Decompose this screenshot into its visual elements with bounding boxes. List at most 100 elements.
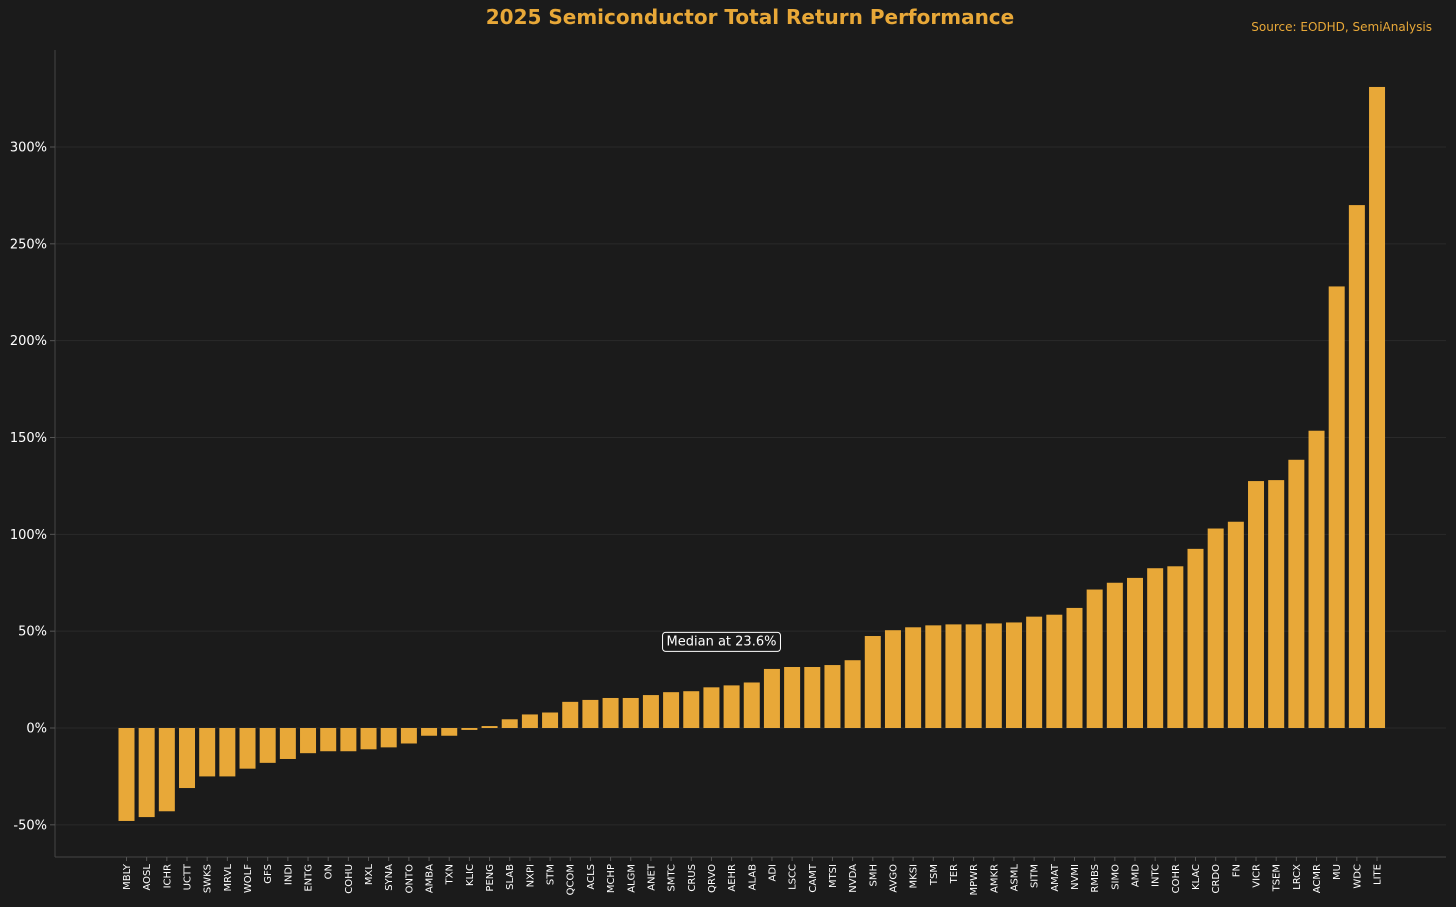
x-tick-label: AEHR — [727, 864, 738, 892]
bar-simo — [1106, 582, 1123, 728]
bar-ichr — [158, 728, 175, 812]
bar-wolf — [239, 728, 256, 769]
x-tick-label: ADI — [767, 864, 778, 882]
x-tick-label: SYNA — [384, 864, 395, 891]
y-tick-label: 300% — [10, 141, 47, 156]
x-tick-label: LITE — [1373, 864, 1384, 885]
x-tick-label: LSCC — [788, 864, 799, 890]
bar-smh — [864, 636, 881, 728]
bar-avgo — [884, 630, 901, 728]
bar-nvmi — [1066, 607, 1083, 728]
x-tick-label: LRCX — [1292, 864, 1303, 890]
y-tick-label: 250% — [10, 237, 47, 252]
bar-mu — [1328, 286, 1345, 728]
bar-syna — [380, 728, 397, 748]
bar-vicr — [1248, 481, 1265, 728]
x-tick-label: ACLS — [586, 864, 597, 890]
x-tick-label: STM — [546, 864, 557, 885]
x-tick-label: MPWR — [969, 864, 980, 896]
x-tick-label: TXN — [445, 864, 456, 885]
bar-mxl — [360, 728, 377, 750]
x-tick-label: NXPI — [525, 864, 536, 887]
x-tick-label: KLIC — [465, 864, 476, 886]
bar-uctt — [179, 728, 196, 789]
bar-mksi — [905, 627, 922, 728]
bar-qcom — [562, 701, 579, 728]
bar-ter — [945, 624, 962, 728]
bar-camt — [804, 666, 821, 728]
bar-asml — [1005, 622, 1022, 728]
bar-amat — [1046, 614, 1063, 728]
x-tick-label: ALGM — [626, 864, 637, 893]
bar-cohr — [1167, 566, 1184, 728]
x-tick-label: WOLF — [243, 864, 254, 893]
bar-rmbs — [1086, 589, 1103, 728]
x-tick-label: MU — [1332, 864, 1343, 880]
bar-sitm — [1026, 616, 1043, 728]
x-tick-label: AMBA — [425, 864, 436, 893]
bar-amba — [421, 728, 438, 736]
x-tick-label: UCTT — [183, 863, 194, 890]
y-axis-ticks: -50% 0% 50% 100% 150% 200% 250% 300% — [10, 141, 55, 833]
bar-aehr — [723, 685, 740, 728]
bar-stm — [542, 712, 559, 728]
bar-lscc — [784, 666, 801, 728]
x-tick-label: ASML — [1009, 864, 1020, 892]
bar-indi — [279, 728, 296, 759]
x-tick-label: TER — [949, 864, 960, 884]
bar-tsem — [1268, 480, 1285, 728]
bar-amkr — [985, 623, 1002, 728]
bar-klac — [1187, 548, 1204, 728]
x-tick-label: TSEM — [1272, 864, 1283, 892]
x-tick-label: MXL — [364, 864, 375, 885]
y-tick-label: -50% — [13, 818, 47, 833]
bar-adi — [763, 668, 780, 728]
bar-amd — [1127, 577, 1143, 728]
median-annotation-text: Median at 23.6% — [667, 634, 777, 649]
bar-swks — [199, 728, 216, 777]
median-annotation-box — [662, 631, 781, 652]
bars — [118, 86, 1386, 821]
x-tick-label: MCHP — [606, 864, 617, 893]
x-tick-label: SMTC — [667, 864, 678, 891]
x-tick-label: MTSI — [828, 864, 839, 888]
bar-mpwr — [965, 624, 982, 728]
x-tick-label: ANET — [646, 863, 657, 891]
y-tick-label: 150% — [10, 431, 47, 446]
median-annotation: Median at 23.6% — [662, 631, 781, 652]
bar-peng — [481, 726, 498, 728]
bar-crus — [683, 691, 700, 728]
x-tick-label: SMH — [868, 864, 879, 887]
x-tick-label: SWKS — [203, 864, 214, 893]
bar-cohu — [340, 728, 357, 752]
bar-anet — [642, 695, 659, 728]
x-tick-label: SITM — [1030, 864, 1041, 888]
bar-crdo — [1207, 528, 1224, 728]
bar-algm — [622, 697, 639, 728]
x-tick-label: AMAT — [1050, 863, 1061, 892]
x-tick-label: ACMR — [1312, 864, 1323, 893]
bar-aosl — [138, 728, 155, 818]
x-tick-label: COHR — [1171, 864, 1182, 893]
bar-nvda — [844, 660, 861, 728]
bar-mrvl — [219, 728, 236, 777]
bar-tsm — [925, 625, 942, 728]
y-tick-label: 200% — [10, 334, 47, 349]
x-tick-label: ON — [324, 864, 335, 879]
x-tick-label: KLAC — [1191, 864, 1202, 890]
x-tick-label: MRVL — [223, 864, 234, 892]
bar-lite — [1369, 86, 1386, 729]
bar-wdc — [1348, 205, 1365, 729]
bar-acmr — [1308, 430, 1325, 728]
x-tick-label: AMKR — [989, 864, 1000, 893]
y-tick-label: 100% — [10, 528, 47, 543]
x-tick-label: CAMT — [808, 863, 819, 892]
x-tick-label: NVMI — [1070, 864, 1081, 890]
x-tick-label: COHU — [344, 864, 355, 894]
x-tick-label: AOSL — [142, 864, 153, 891]
x-tick-label: QRVO — [707, 864, 718, 893]
x-tick-label: CRDO — [1211, 864, 1222, 894]
bar-acls — [582, 699, 599, 728]
bar-gfs — [259, 728, 276, 763]
